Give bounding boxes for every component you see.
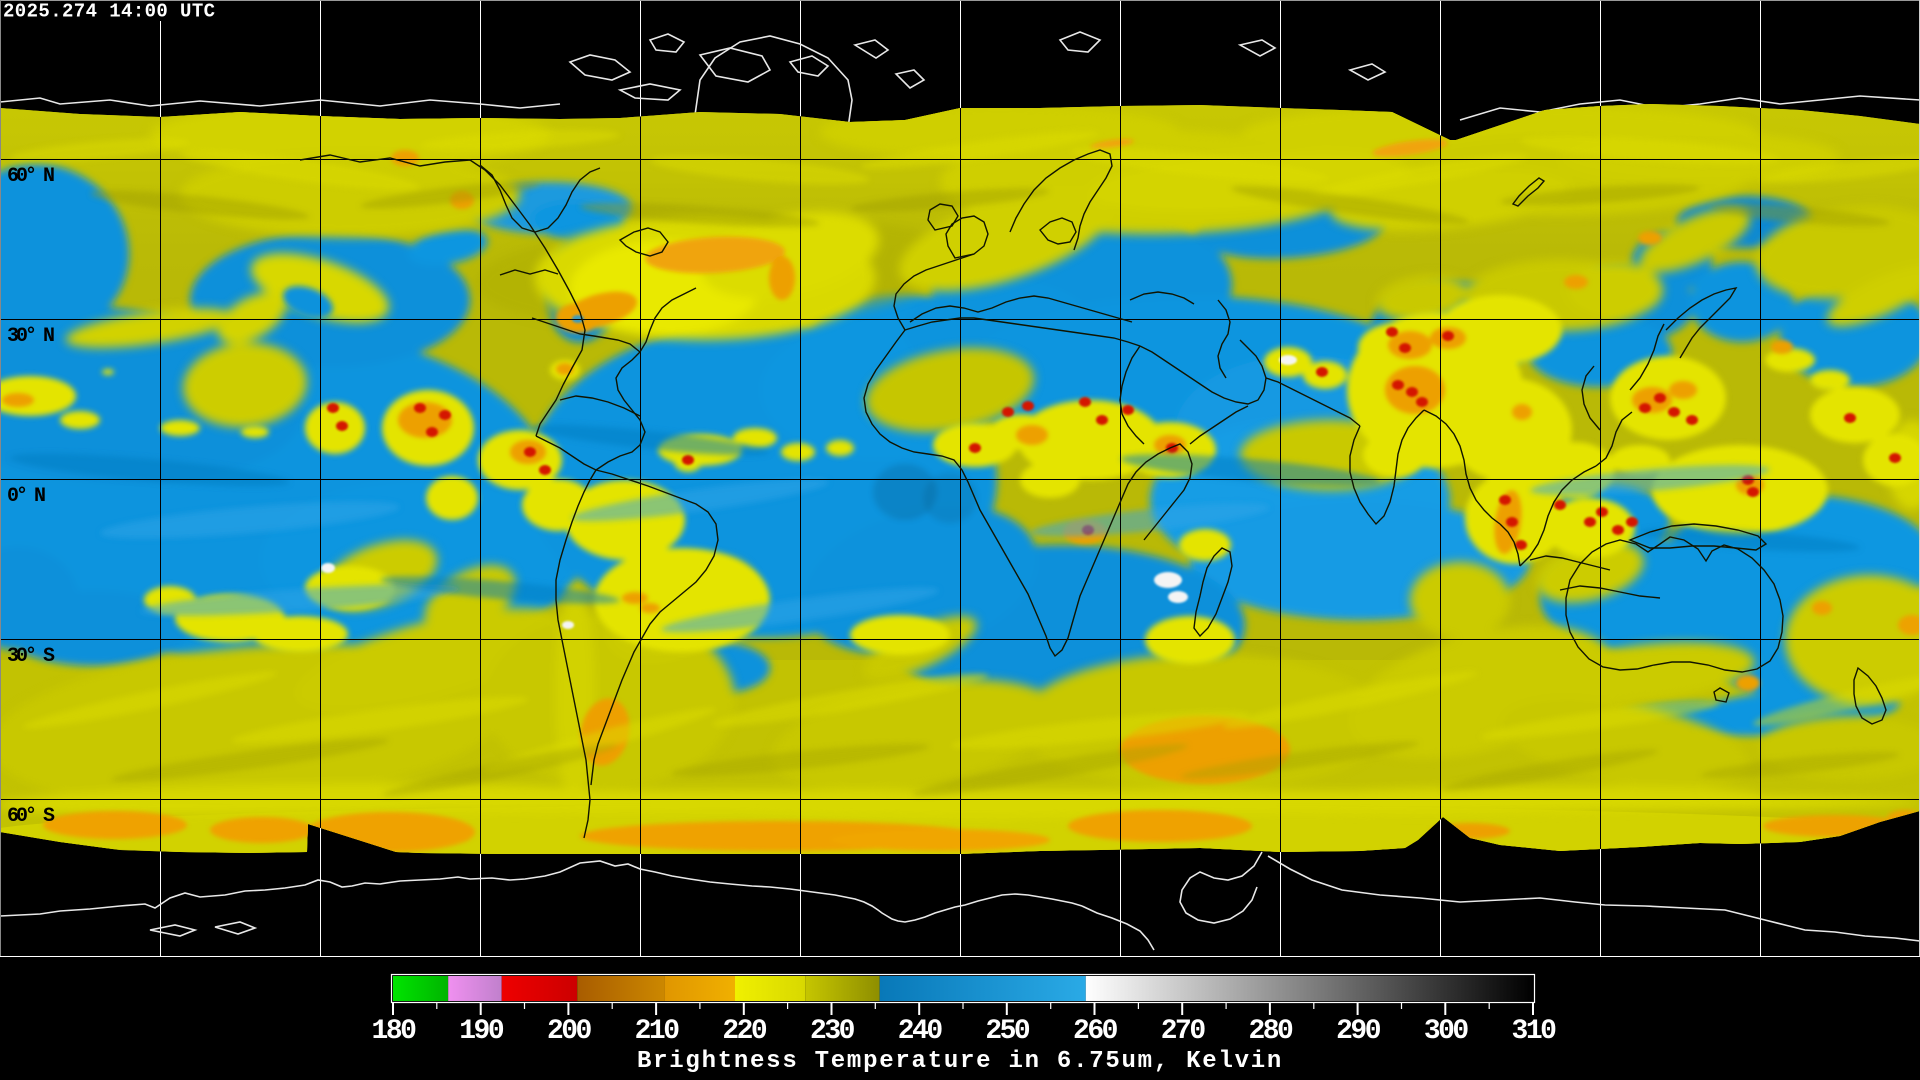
svg-text:290: 290 [1336, 1016, 1381, 1047]
svg-text:260: 260 [1073, 1016, 1118, 1047]
svg-text:30° S: 30° S [7, 645, 55, 668]
svg-text:230: 230 [810, 1016, 855, 1047]
svg-text:280: 280 [1248, 1016, 1293, 1047]
svg-text:210: 210 [635, 1016, 680, 1047]
svg-text:2025.274 14:00 UTC: 2025.274 14:00 UTC [3, 1, 215, 23]
svg-text:270: 270 [1161, 1016, 1206, 1047]
svg-text:240: 240 [898, 1016, 943, 1047]
svg-text:60° N: 60° N [7, 165, 54, 188]
svg-text:180: 180 [372, 1016, 417, 1047]
svg-text:300: 300 [1424, 1016, 1469, 1047]
svg-text:220: 220 [722, 1016, 767, 1047]
svg-text:30° N: 30° N [7, 325, 54, 348]
svg-text:0° N: 0° N [7, 485, 45, 508]
svg-text:60° S: 60° S [7, 805, 55, 828]
svg-text:200: 200 [547, 1016, 592, 1047]
svg-text:Brightness Temperature in 6.75: Brightness Temperature in 6.75um, Kelvin [637, 1048, 1283, 1075]
svg-text:310: 310 [1512, 1016, 1557, 1047]
svg-text:250: 250 [985, 1016, 1030, 1047]
svg-text:190: 190 [459, 1016, 504, 1047]
